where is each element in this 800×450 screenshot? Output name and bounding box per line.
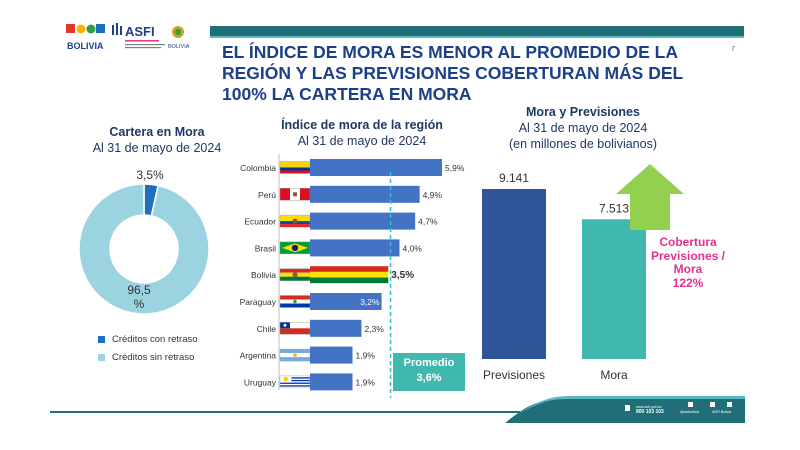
country-label-bolivia: Bolivia (251, 270, 276, 280)
footer: www.asfi.gob.bo 800 103 103 @asfibolivia… (50, 396, 745, 423)
region-bar-chart: Colombia 5,9% Perú 4,9% Ecuador 4,7% Brasil 4,0… (240, 154, 465, 398)
region-subtitle: Al 31 de mayo de 2024 (297, 134, 427, 148)
country-label-ecuador: Ecuador (244, 217, 276, 227)
bar-mora (582, 219, 646, 359)
logo-right-text: BOLIVIA (168, 44, 190, 50)
pie-slices (78, 183, 210, 315)
footer-web: www.asfi.gob.bo (636, 405, 662, 409)
average-value: 3,6% (416, 372, 442, 384)
average-label: Promedio (403, 357, 455, 369)
flag-paraguay-icon (279, 295, 311, 308)
country-label-paraguay: Paraguay (240, 297, 277, 307)
page-number: 7 (731, 46, 735, 53)
pie-slice-creditos-sin-retraso (78, 183, 210, 315)
pie-data-label-retraso: 3,5% (136, 168, 164, 182)
vbar-group: 9.141 Previsiones 7.513 Mora (482, 171, 646, 382)
category-label-previsiones: Previsiones (483, 368, 545, 382)
bar-bolivia (310, 266, 389, 284)
bar-paraguay (310, 293, 382, 310)
legend-swatch (98, 336, 105, 343)
footer-social-icons (688, 402, 732, 407)
mora-subtitle: Al 31 de mayo de 2024 (518, 121, 648, 135)
data-label-brasil: 4,0% (402, 243, 422, 253)
bar-previsiones (482, 189, 546, 359)
pie-data-label-sin-retraso: 96,5% (127, 283, 151, 311)
flag-peru-icon (279, 188, 311, 201)
country-label-peru: Perú (258, 190, 276, 200)
flag-chile-icon (279, 322, 311, 335)
seal-logo (172, 26, 184, 38)
data-label-peru: 4,9% (423, 190, 443, 200)
logos-svg: BOLIVIA ASFI BOLIVIA (66, 23, 190, 51)
pie-chart: 3,5% 96,5% (78, 168, 210, 315)
mora-title: Mora y Previsiones (526, 105, 640, 119)
legend-swatch (98, 354, 105, 361)
flag-ecuador-icon (279, 214, 311, 228)
header-bar (210, 26, 744, 36)
region-title: Índice de mora de la región (281, 118, 443, 132)
bar-peru (310, 185, 420, 203)
asfi-logo (112, 23, 122, 35)
country-label-brasil: Brasil (255, 243, 276, 253)
logo-group: BOLIVIA ASFI BOLIVIA (64, 22, 214, 56)
data-label-paraguay: 3,2% (360, 297, 380, 307)
bar-uruguay (310, 373, 353, 391)
data-label-previsiones: 9.141 (499, 171, 529, 185)
footer-social2: ASFI Bolivia (712, 410, 731, 414)
country-label-uruguay: Uruguay (244, 377, 277, 387)
coverage-annotation: Cobertura Previsiones / Mora 122% (640, 235, 736, 290)
pie-title-block: Cartera en Mora Al 31 de mayo de 2024 (62, 124, 252, 156)
country-label-colombia: Colombia (240, 163, 276, 173)
data-label-chile: 2,3% (364, 324, 384, 334)
footer-phone: 800 103 103 (636, 409, 664, 415)
data-label-bolivia: 3,5% (391, 270, 414, 281)
mora-title-block: Mora y Previsiones Al 31 de mayo de 2024… (478, 104, 688, 152)
data-label-argentina: 1,9% (356, 351, 376, 361)
pie-subtitle: Al 31 de mayo de 2024 (92, 141, 222, 155)
pie-title: Cartera en Mora (109, 125, 205, 139)
coverage-line3: Mora (673, 262, 703, 276)
header-bar-accent (210, 36, 744, 38)
data-label-colombia: 5,9% (445, 163, 465, 173)
flag-bolivia-icon (279, 268, 311, 281)
data-label-uruguay: 1,9% (356, 377, 376, 387)
coverage-value: 122% (672, 275, 704, 290)
bar-colombia (310, 159, 442, 176)
flag-uruguay-icon (279, 375, 311, 389)
bar-brasil (310, 239, 400, 257)
country-label-argentina: Argentina (240, 351, 277, 361)
flag-brasil-icon (279, 241, 311, 255)
footer-social1: @asfibolivia (680, 410, 699, 414)
mora-subtitle2: (en millones de bolivianos) (509, 137, 657, 151)
up-arrow-icon (616, 164, 684, 230)
region-title-block: Índice de mora de la región Al 31 de may… (262, 117, 462, 149)
bicentenario-logo (66, 24, 105, 34)
bar-ecuador (310, 212, 416, 230)
average-box: Promedio 3,6% (393, 353, 465, 391)
category-label-mora: Mora (600, 368, 628, 382)
legend-label: Créditos sin retraso (112, 352, 195, 363)
data-label-ecuador: 4,7% (418, 217, 438, 227)
page-title: EL ÍNDICE DE MORA ES MENOR AL PROMEDIO D… (222, 42, 683, 104)
country-label-chile: Chile (257, 324, 277, 334)
legend-item-retraso: Créditos con retraso (98, 334, 198, 345)
hbar-group: Colombia 5,9% Perú 4,9% Ecuador 4,7% Brasil 4,0… (240, 159, 465, 391)
flag-argentina-icon (279, 348, 311, 362)
bar-chile (310, 319, 362, 337)
mora-bar-chart: 9.141 Previsiones 7.513 Mora (482, 164, 684, 382)
legend-item-sin-retraso: Créditos sin retraso (98, 352, 198, 363)
pie-legend: Créditos con retraso Créditos sin retras… (98, 334, 198, 363)
footer-phone-icon (625, 405, 630, 411)
data-label-mora: 7.513 (599, 201, 629, 215)
logo-asfi-text: ASFI (125, 24, 155, 39)
coverage-line2: Previsiones / (650, 248, 726, 263)
coverage-line1: Cobertura (659, 235, 717, 249)
legend-label: Créditos con retraso (112, 334, 198, 345)
flag-colombia-icon (279, 161, 311, 174)
bar-argentina (310, 346, 353, 364)
logo-left-text: BOLIVIA (67, 41, 104, 51)
